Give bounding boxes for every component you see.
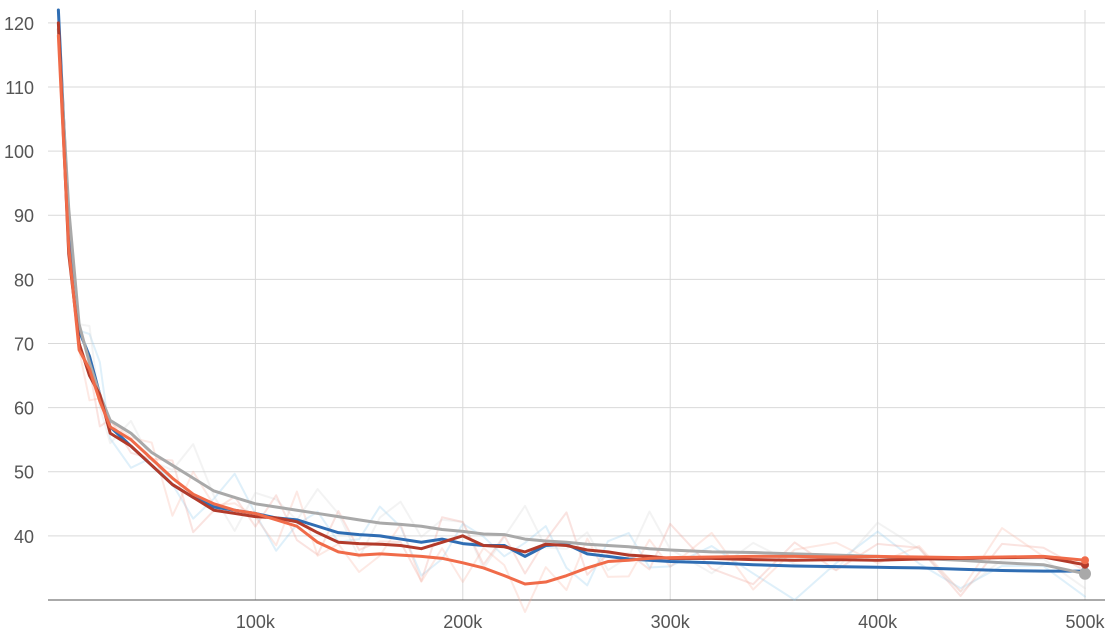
series-4-raw-line — [57, 34, 1086, 613]
y-tick-label: 50 — [14, 463, 34, 483]
x-tick-label: 400k — [858, 612, 898, 632]
series-2-endpoint-marker — [1079, 567, 1091, 580]
y-tick-label: 120 — [4, 14, 34, 34]
series-2-smoothed-line — [56, 27, 1087, 576]
smooth-series-layer — [56, 8, 1087, 586]
series-2-raw-line — [57, 28, 1086, 593]
raw-series-layer — [57, 9, 1086, 613]
x-tick-label: 200k — [443, 612, 483, 632]
series-4-smoothed-line — [56, 34, 1087, 586]
series-1-smoothed-line — [56, 8, 1087, 573]
y-tick-label: 40 — [14, 527, 34, 547]
series-3-smoothed-line — [56, 21, 1087, 567]
y-tick-label: 90 — [14, 206, 34, 226]
x-tick-label: 100k — [236, 612, 276, 632]
tick-label-layer: 40 50 60 70 80 90 100 110 120 100k 200k 300k 400k 500… — [4, 14, 1106, 632]
y-tick-label: 80 — [14, 270, 34, 290]
y-tick-label: 110 — [5, 78, 34, 98]
x-tick-label: 500k — [1065, 612, 1105, 632]
y-tick-label: 100 — [4, 142, 34, 162]
y-tick-label: 70 — [14, 334, 34, 354]
series-4-endpoint-marker — [1081, 556, 1089, 565]
x-tick-label: 300k — [651, 612, 691, 632]
y-tick-label: 60 — [14, 399, 34, 419]
grid-layer — [48, 10, 1105, 601]
endpoint-marker-layer — [1079, 556, 1091, 580]
